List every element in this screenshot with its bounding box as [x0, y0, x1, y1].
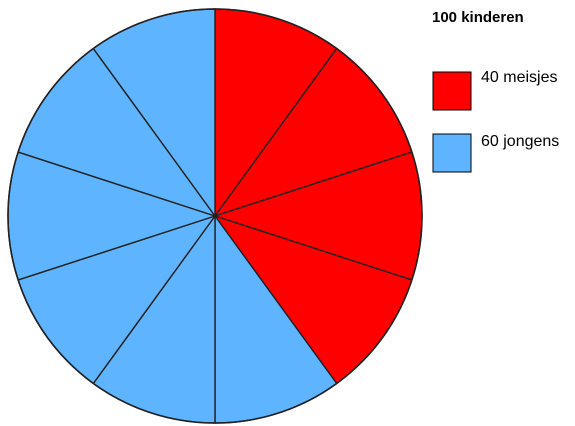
- legend-swatch-meisjes: [432, 71, 472, 111]
- pie-slices: [7, 8, 423, 424]
- legend-title: 100 kinderen: [432, 9, 524, 26]
- pie-outline: [7, 8, 423, 424]
- legend-label-meisjes: 40 meisjes: [481, 69, 557, 86]
- legend-label-jongens: 60 jongens: [481, 133, 559, 150]
- legend-swatch-jongens: [432, 133, 472, 173]
- legend: 100 kinderen 40 meisjes 60 jongens: [432, 9, 559, 173]
